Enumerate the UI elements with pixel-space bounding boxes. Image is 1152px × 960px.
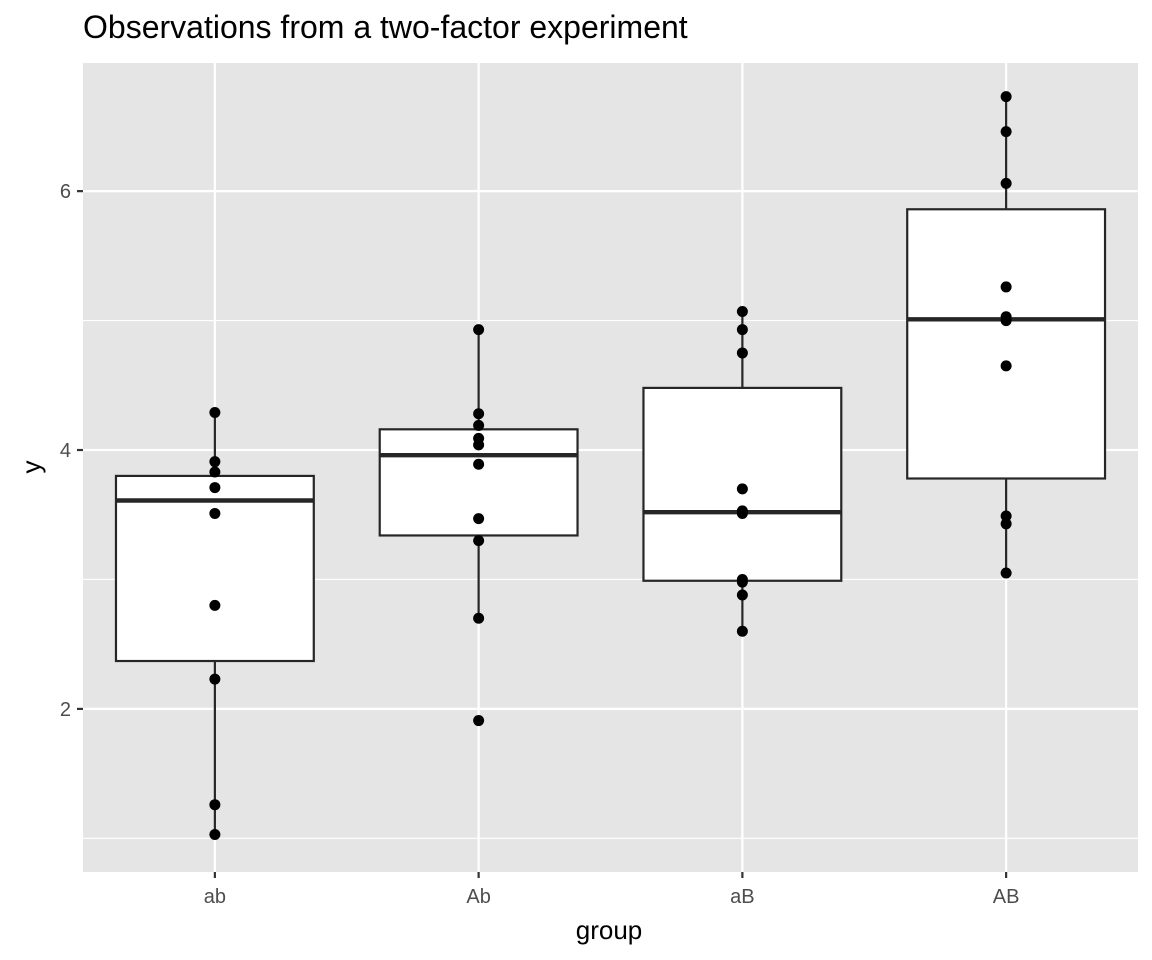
data-point xyxy=(736,589,748,601)
data-point xyxy=(209,673,221,685)
data-point xyxy=(473,535,485,547)
data-point xyxy=(736,347,748,359)
data-point xyxy=(473,513,485,525)
data-point xyxy=(209,406,221,418)
y-tick-label: 6 xyxy=(60,181,71,203)
data-point xyxy=(1000,510,1012,522)
chart-title: Observations from a two-factor experimen… xyxy=(83,9,688,45)
box-iqr xyxy=(114,474,315,663)
data-point xyxy=(209,466,221,478)
box-iqr xyxy=(906,208,1107,480)
data-point xyxy=(736,625,748,637)
data-point xyxy=(1000,360,1012,372)
y-tick-label: 2 xyxy=(60,699,71,721)
data-point xyxy=(736,507,748,519)
data-point xyxy=(473,324,485,336)
data-point xyxy=(209,507,221,519)
data-point xyxy=(1000,91,1012,103)
data-point xyxy=(736,576,748,588)
data-point xyxy=(473,419,485,431)
data-point xyxy=(209,828,221,840)
data-point xyxy=(1000,567,1012,579)
data-point xyxy=(736,306,748,318)
data-point xyxy=(473,612,485,624)
data-point xyxy=(1000,518,1012,530)
data-points xyxy=(209,91,1012,840)
data-point xyxy=(209,599,221,611)
x-tick-label: Ab xyxy=(466,886,490,908)
x-axis: ab Ab aB AB xyxy=(204,872,1020,908)
data-point xyxy=(473,715,485,727)
data-point xyxy=(473,408,485,420)
data-point xyxy=(736,324,748,336)
data-point xyxy=(209,482,221,494)
box-AB xyxy=(906,96,1107,573)
y-axis: 2 4 6 xyxy=(60,181,83,721)
data-point xyxy=(473,439,485,451)
data-point xyxy=(1000,315,1012,327)
data-point xyxy=(1000,281,1012,293)
x-axis-title: group xyxy=(576,915,643,945)
x-tick-label: AB xyxy=(993,886,1020,908)
box-ab xyxy=(114,412,315,835)
data-point xyxy=(736,483,748,495)
y-axis-title: y xyxy=(16,461,46,474)
y-tick-label: 4 xyxy=(60,440,71,462)
data-point xyxy=(209,799,221,811)
boxes xyxy=(114,96,1107,835)
x-tick-label: aB xyxy=(730,886,754,908)
x-tick-label: ab xyxy=(204,886,226,908)
data-point xyxy=(1000,177,1012,189)
data-point xyxy=(209,456,221,468)
data-point xyxy=(473,458,485,470)
data-point xyxy=(1000,126,1012,138)
